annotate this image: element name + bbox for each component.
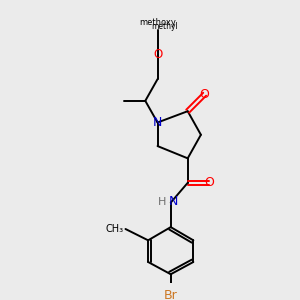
Text: methyl: methyl: [151, 22, 178, 31]
Text: methoxy: methoxy: [139, 18, 176, 27]
Text: O: O: [200, 88, 210, 101]
Text: O: O: [204, 176, 214, 189]
Text: N: N: [169, 195, 178, 208]
Text: O: O: [153, 48, 162, 61]
Text: H: H: [158, 197, 166, 207]
Text: Br: Br: [164, 290, 178, 300]
Text: CH₃: CH₃: [106, 224, 124, 234]
Text: N: N: [153, 116, 162, 129]
